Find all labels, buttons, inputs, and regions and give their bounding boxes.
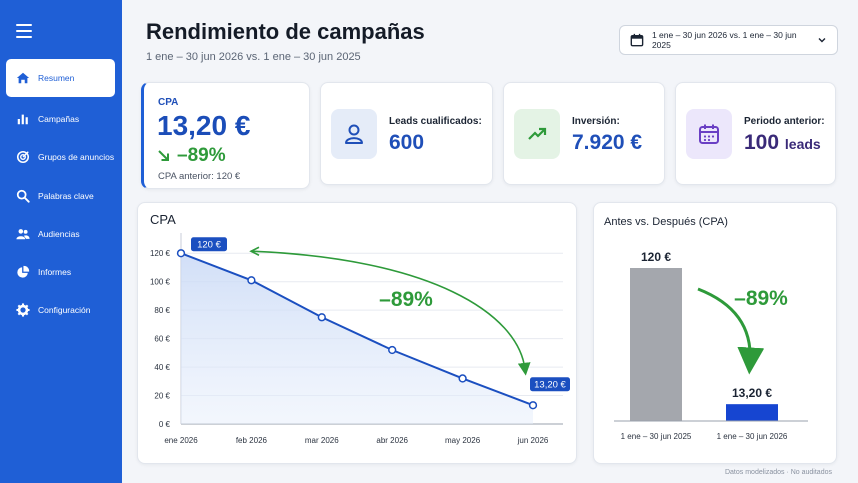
- data-point: [176, 249, 186, 258]
- sidebar-item-resumen[interactable]: Resumen: [6, 59, 115, 97]
- data-point: [388, 345, 397, 355]
- kpi-label: Periodo anterior:: [744, 116, 825, 127]
- date-range-value: 1 ene – 30 jun 2026 vs. 1 ene – 30 jun 2…: [651, 30, 797, 50]
- sidebar-item-informes[interactable]: Informes: [6, 253, 115, 291]
- gear-icon: [16, 303, 30, 317]
- kpi-value-number: 100: [744, 131, 780, 154]
- change-arrow: [697, 287, 765, 375]
- y-tick-label: 100 €: [150, 278, 171, 287]
- sidebar-item-label: Configuración: [38, 305, 91, 315]
- bar-chart-icon: [17, 114, 28, 125]
- chevron-down-icon: [818, 38, 826, 43]
- y-tick-label: 60 €: [154, 335, 170, 344]
- data-point: [317, 313, 326, 322]
- change-arrow: [250, 250, 531, 376]
- pie-chart-icon: [17, 265, 30, 278]
- sidebar-item-label: Palabras clave: [38, 191, 94, 201]
- kpi-change-value: –89%: [177, 145, 226, 166]
- kpi-label: Leads cualificados:: [389, 116, 482, 127]
- x-tick-label: ene 2026: [164, 436, 198, 445]
- kpi-change: –89%: [157, 145, 226, 167]
- page-subtitle: 1 ene – 30 jun 2026 vs. 1 ene – 30 jun 2…: [146, 51, 361, 63]
- date-range-select[interactable]: 1 ene – 30 jun 2026 vs. 1 ene – 30 jun 2…: [619, 25, 838, 55]
- before-after-chart: Antes vs. Después (CPA) 120 € 1 ene – 30 …: [593, 202, 837, 464]
- y-tick-label: 0 €: [159, 420, 171, 429]
- data-point: [458, 374, 467, 383]
- kpi-previous: CPA anterior: 120 €: [158, 171, 241, 182]
- target-icon: [16, 150, 30, 164]
- x-tick-label: feb 2026: [236, 436, 268, 445]
- kpi-value: 100 leads: [744, 131, 821, 155]
- sidebar-item-palabras-clave[interactable]: Palabras clave: [6, 177, 115, 215]
- sidebar-item-label: Audiencias: [38, 229, 80, 239]
- sidebar-item-configuracion[interactable]: Configuración: [6, 291, 115, 329]
- data-point: [247, 276, 256, 285]
- x-tick-label: 1 ene – 30 jun 2025: [621, 432, 692, 441]
- sidebar-item-label: Resumen: [38, 73, 75, 83]
- x-tick-label: may 2026: [445, 436, 481, 445]
- y-tick-label: 40 €: [154, 363, 170, 372]
- calendar-icon: [699, 124, 719, 144]
- trend-up-icon: [528, 127, 547, 140]
- change-annotation: –89%: [379, 288, 433, 311]
- search-icon: [16, 189, 30, 203]
- y-tick-label: 80 €: [154, 306, 170, 315]
- before-after-bar-svg: 120 € 1 ene – 30 jun 2025 13,20 € 1 ene – 3…: [614, 250, 808, 441]
- kpi-label: Inversión:: [572, 116, 620, 127]
- sidebar: Resumen Campañas Grupos de anuncios Pala…: [0, 0, 122, 483]
- sidebar-item-audiencias[interactable]: Audiencias: [6, 215, 115, 253]
- menu-icon[interactable]: [16, 24, 32, 38]
- series-line: [180, 252, 534, 407]
- start-value-label: 120 €: [197, 240, 221, 251]
- kpi-icon-box: [331, 109, 377, 159]
- x-tick-label: mar 2026: [305, 436, 339, 445]
- change-arrow-tail: [249, 246, 260, 256]
- start-value-tag: [191, 237, 227, 252]
- kpi-value-unit: leads: [784, 136, 821, 152]
- sidebar-item-campanas[interactable]: Campañas: [6, 100, 115, 138]
- kpi-card-previous: Periodo anterior: 100 leads: [675, 82, 836, 185]
- bar-value-label: 120 €: [641, 250, 671, 264]
- sidebar-item-label: Grupos de anuncios: [38, 152, 115, 162]
- kpi-icon-box: [686, 109, 732, 159]
- change-annotation: –89%: [734, 287, 788, 310]
- sidebar-item-label: Campañas: [38, 114, 80, 124]
- user-icon: [345, 124, 363, 144]
- calendar-icon: [630, 33, 644, 47]
- sidebar-item-label: Informes: [38, 267, 72, 277]
- cpa-line-chart-svg: 0 € 20 € 40 € 60 € 80 € 100 € 120 € ene 2026 feb…: [150, 233, 570, 445]
- kpi-card-spend: Inversión: 7.920 €: [503, 82, 665, 185]
- end-value-label: 13,20 €: [534, 380, 566, 391]
- y-tick-label: 120 €: [150, 249, 171, 258]
- bar-value-label: 13,20 €: [732, 386, 772, 400]
- x-tick-label: abr 2026: [376, 436, 408, 445]
- x-tick-label: 1 ene – 30 jun 2026: [717, 432, 788, 441]
- kpi-card-cpa: CPA 13,20 € –89% CPA anterior: 120 €: [141, 82, 310, 189]
- chart-title: Antes vs. Después (CPA): [604, 216, 728, 228]
- kpi-card-leads: Leads cualificados: 600: [320, 82, 493, 185]
- kpi-value: 13,20 €: [157, 110, 251, 141]
- kpi-value: 7.920 €: [572, 131, 643, 154]
- data-point: [528, 401, 538, 410]
- cpa-trend-chart: CPA 0 € 20 € 40 € 60 € 80 € 100 € 120 € ene 202…: [137, 202, 577, 464]
- arrow-down-right-icon: [158, 150, 169, 161]
- footnote: Datos modelizados · No auditados: [724, 469, 832, 476]
- kpi-value: 600: [389, 131, 425, 154]
- sidebar-item-grupos-de-anuncios[interactable]: Grupos de anuncios: [6, 138, 115, 176]
- chart-title: CPA: [150, 212, 176, 227]
- bar: [630, 268, 682, 421]
- page-title: Rendimiento de campañas: [146, 19, 425, 44]
- users-icon: [16, 229, 30, 240]
- kpi-label: CPA: [158, 97, 179, 108]
- x-tick-label: jun 2026: [517, 436, 549, 445]
- home-icon: [16, 72, 30, 84]
- kpi-icon-box: [514, 109, 560, 159]
- y-tick-label: 20 €: [154, 392, 170, 401]
- bar: [726, 404, 778, 421]
- end-value-tag: [530, 377, 570, 392]
- series-area: [181, 253, 533, 424]
